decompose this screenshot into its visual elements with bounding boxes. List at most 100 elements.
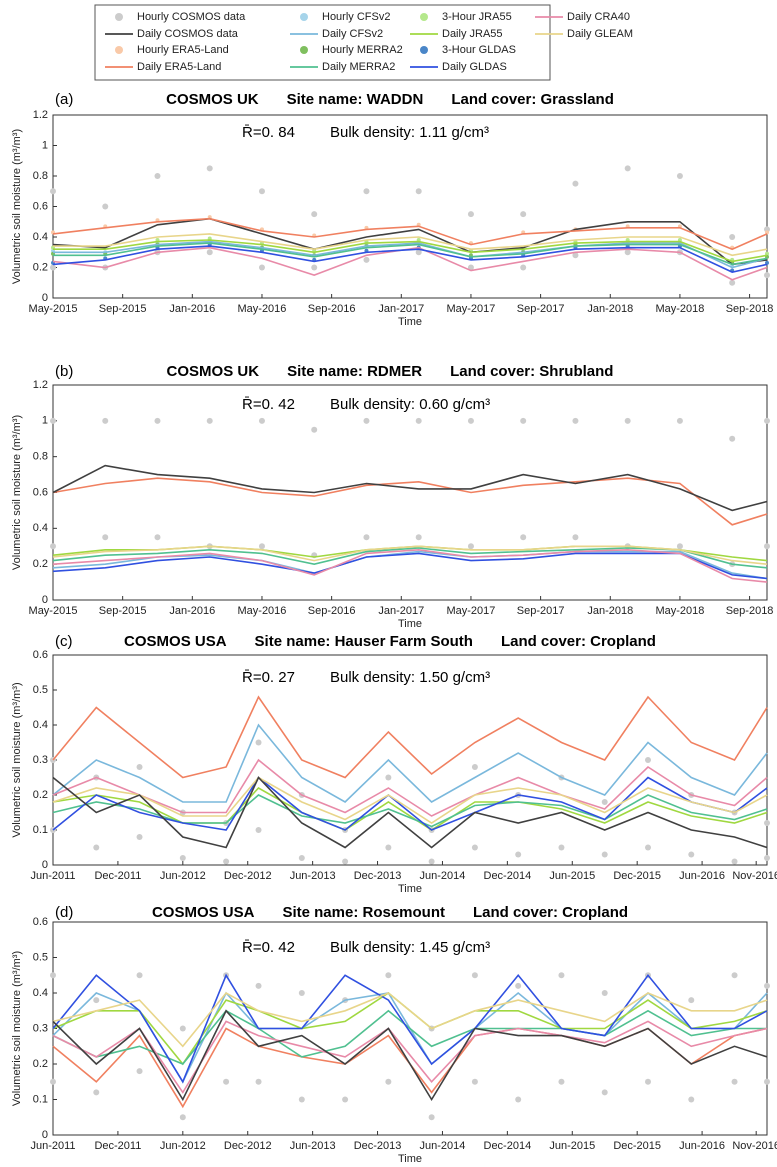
x-tick-label: May-2017 bbox=[446, 303, 495, 315]
series-line bbox=[53, 240, 768, 269]
y-tick-label: 0.8 bbox=[33, 451, 48, 463]
hourly-point bbox=[255, 739, 262, 746]
series-line bbox=[52, 776, 768, 824]
legend-marker bbox=[300, 13, 308, 21]
title-part: Site name: RDMER bbox=[287, 363, 422, 380]
y-axis-label: Volumetric soil moisture (m³/m³) bbox=[11, 951, 23, 1106]
x-tick-label: Dec-2011 bbox=[94, 870, 141, 882]
y-axis-label: Volumetric soil moisture (m³/m³) bbox=[11, 129, 23, 284]
x-tick-label: Dec-2013 bbox=[354, 870, 402, 882]
annotation: R̄=0. 27 bbox=[242, 669, 295, 686]
hourly-point bbox=[385, 844, 392, 851]
x-tick-label: Sep-2015 bbox=[99, 605, 147, 617]
hourly-point bbox=[102, 203, 109, 210]
annotation: R̄=0. 42 bbox=[242, 396, 295, 413]
hourly-point bbox=[415, 188, 422, 195]
legend-box bbox=[94, 4, 551, 81]
x-tick-label: Dec-2011 bbox=[94, 1140, 141, 1152]
y-tick-label: 0.2 bbox=[33, 261, 48, 273]
hourly-point bbox=[255, 827, 262, 833]
legend-label: Hourly ERA5-Land bbox=[137, 44, 229, 56]
legend-label: Daily JRA55 bbox=[442, 28, 503, 40]
hourly-point bbox=[50, 417, 56, 424]
hourly-point bbox=[676, 417, 683, 424]
y-tick-label: 1 bbox=[42, 415, 48, 427]
x-tick-label: Nov-2016 bbox=[732, 870, 777, 882]
x-tick-label: Dec-2015 bbox=[613, 870, 661, 882]
hourly-point bbox=[385, 774, 392, 781]
x-tick-label: Sep-2017 bbox=[517, 303, 565, 315]
hourly-point bbox=[601, 1089, 608, 1096]
hourly-point bbox=[298, 990, 305, 996]
legend-label: Daily GLEAM bbox=[567, 28, 633, 40]
hourly-point bbox=[764, 272, 770, 279]
hourly-point bbox=[601, 799, 608, 805]
x-tick-label: May-2016 bbox=[238, 605, 287, 617]
series-line bbox=[52, 758, 768, 817]
series-line bbox=[52, 548, 768, 583]
plot-area bbox=[52, 384, 768, 601]
x-axis-label: Time bbox=[398, 883, 422, 895]
panel-title: COSMOS UK Site name: WADDN Land cover: Gra… bbox=[166, 91, 614, 108]
hourly-point bbox=[93, 1089, 100, 1096]
x-tick-label: Jan-2018 bbox=[587, 303, 633, 315]
hourly-point bbox=[428, 858, 435, 865]
hourly-point bbox=[558, 1078, 565, 1085]
hourly-point bbox=[765, 230, 769, 235]
title-part: Land cover: Shrubland bbox=[450, 363, 613, 380]
legend-marker bbox=[115, 46, 123, 54]
x-tick-label: Dec-2012 bbox=[224, 1140, 272, 1152]
hourly-point bbox=[415, 534, 422, 541]
legend-label: Daily GLDAS bbox=[442, 61, 507, 73]
y-tick-label: 0.3 bbox=[33, 754, 48, 766]
series-line bbox=[52, 246, 768, 281]
hourly-point bbox=[311, 426, 318, 433]
series-line bbox=[52, 973, 768, 1084]
hourly-point bbox=[363, 188, 370, 195]
series-line bbox=[52, 786, 768, 831]
x-tick-label: Jun-2016 bbox=[679, 1140, 725, 1152]
hourly-point bbox=[467, 264, 474, 271]
legend-label: 3-Hour GLDAS bbox=[442, 44, 516, 56]
hourly-point bbox=[515, 851, 522, 858]
series-line bbox=[52, 723, 768, 803]
legend-marker bbox=[420, 13, 428, 21]
x-tick-label: Jun-2011 bbox=[30, 870, 75, 882]
hourly-point bbox=[93, 997, 100, 1004]
hourly-point bbox=[311, 211, 318, 218]
hourly-point bbox=[731, 1078, 738, 1085]
y-tick-label: 0.4 bbox=[33, 522, 48, 534]
hourly-point bbox=[731, 858, 738, 865]
hourly-point bbox=[342, 1096, 349, 1103]
hourly-point bbox=[601, 990, 608, 996]
hourly-point bbox=[136, 1068, 143, 1075]
x-tick-label: Jun-2014 bbox=[420, 870, 466, 882]
y-tick-label: 0.6 bbox=[33, 200, 48, 212]
y-tick-label: 0 bbox=[42, 594, 48, 606]
hourly-point bbox=[50, 264, 56, 271]
legend-marker bbox=[420, 46, 428, 54]
hourly-point bbox=[729, 279, 736, 286]
x-tick-label: May-2016 bbox=[238, 303, 287, 315]
x-tick-label: Sep-2018 bbox=[726, 605, 774, 617]
hourly-point bbox=[520, 264, 527, 271]
series-line bbox=[52, 217, 768, 251]
x-tick-label: Dec-2013 bbox=[354, 1140, 402, 1152]
hourly-point bbox=[255, 1078, 262, 1085]
hourly-point bbox=[136, 972, 143, 979]
x-tick-label: May-2015 bbox=[29, 605, 78, 617]
hourly-point bbox=[558, 844, 565, 851]
hourly-point bbox=[764, 855, 770, 861]
hourly-point bbox=[572, 252, 579, 259]
legend-label: Daily CFSv2 bbox=[322, 28, 383, 40]
hourly-point bbox=[471, 972, 478, 979]
panel-title: COSMOS USA Site name: Rosemount Land cover… bbox=[152, 904, 628, 921]
legend-marker bbox=[115, 13, 123, 21]
x-tick-label: Jun-2013 bbox=[290, 870, 336, 882]
hourly-point bbox=[258, 264, 265, 271]
hourly-point bbox=[179, 1114, 186, 1121]
hourly-point bbox=[223, 1078, 230, 1085]
x-tick-label: Dec-2015 bbox=[613, 1140, 661, 1152]
y-tick-label: 0.6 bbox=[33, 486, 48, 498]
x-tick-label: Jan-2017 bbox=[378, 605, 424, 617]
